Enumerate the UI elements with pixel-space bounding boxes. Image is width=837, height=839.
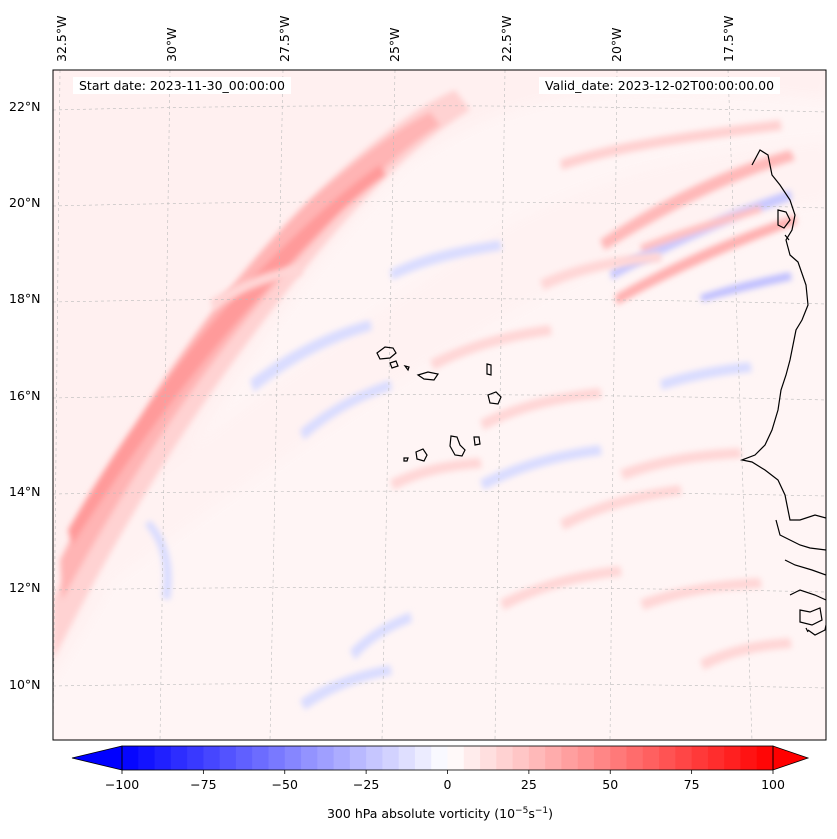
colorbar-step: [252, 746, 270, 770]
colorbar-tick-label: 0: [444, 777, 452, 792]
colorbar-step: [301, 746, 318, 770]
island-maio: [473, 436, 481, 446]
colorbar-tick-label: 100: [761, 777, 785, 792]
colorbar-step: [268, 746, 286, 770]
colorbar-step: [740, 746, 758, 770]
colorbar-step: [219, 746, 237, 770]
colorbar-step: [398, 746, 416, 770]
colorbar-tick-label: 50: [602, 777, 618, 792]
lon-labels: 32.5°W 30°W 27.5°W 25°W 22.5°W 20°W 17.5…: [54, 16, 736, 62]
colorbar-extend-high: [772, 745, 810, 771]
colorbar-label: 300 hPa absolute vorticity (10−5s−1): [0, 806, 837, 821]
colorbar-step: [235, 746, 253, 770]
colorbar-step: [414, 746, 432, 770]
lat-label: 20°N: [9, 195, 41, 210]
colorbar-step: [545, 746, 563, 770]
colorbar-step: [496, 746, 514, 770]
lat-label: 12°N: [9, 580, 41, 595]
colorbar-step: [756, 746, 774, 770]
island-sao-nicolau: [416, 371, 439, 381]
island-brava: [403, 457, 409, 462]
colorbar-step: [561, 746, 579, 770]
colorbar-tick-label: 75: [684, 777, 700, 792]
colorbar-step: [659, 746, 676, 770]
colorbar-step: [333, 746, 351, 770]
colorbar-step: [707, 746, 725, 770]
colorbar-step: [203, 746, 221, 770]
island-sao-vicente: [389, 360, 399, 369]
colorbar-tick-label: 25: [521, 777, 537, 792]
colorbar-step: [382, 746, 400, 770]
island-boa-vista: [487, 391, 502, 405]
lat-label: 18°N: [9, 291, 41, 306]
colorbar-step: [122, 746, 139, 770]
lon-label: 30°W: [164, 27, 179, 62]
lon-label: 27.5°W: [277, 16, 292, 62]
colorbar-step: [447, 746, 465, 770]
colorbar-step: [463, 746, 481, 770]
island-sal: [486, 363, 492, 376]
colorbar-step: [626, 746, 644, 770]
colorbar-step: [187, 746, 204, 770]
map-frame: [52, 69, 827, 741]
colorbar-variable: 300 hPa absolute vorticity: [326, 806, 491, 822]
gridlines: [53, 70, 826, 740]
colorbar-step: [593, 746, 611, 770]
colorbar-tick-label: −100: [105, 777, 139, 792]
colorbar-step: [284, 746, 302, 770]
lat-label: 22°N: [9, 99, 41, 114]
colorbar-step: [138, 746, 156, 770]
lat-label: 16°N: [9, 388, 41, 403]
valid-date-label: Valid_date: 2023-12-02T00:00:00.00: [539, 77, 781, 94]
colorbar-step: [577, 746, 595, 770]
island-santo-antao: [376, 346, 397, 360]
colorbar-tick-label: −50: [272, 777, 298, 792]
africa-coastline: [739, 149, 826, 521]
colorbar: −100 −75 −50 −25 0 25 50 75 100: [71, 745, 810, 792]
colorbar-step: [512, 746, 530, 770]
colorbar-step: [480, 746, 497, 770]
start-date-label: Start date: 2023-11-30_00:00:00: [73, 77, 291, 94]
colorbar-step: [610, 746, 628, 770]
colorbar-step: [154, 746, 172, 770]
colorbar-step: [528, 746, 546, 770]
island-fogo: [415, 448, 428, 462]
colorbar-step: [642, 746, 660, 770]
colorbar-tick-label: −75: [190, 777, 216, 792]
colorbar-step: [366, 746, 384, 770]
lon-label: 20°W: [609, 27, 624, 62]
colorbar-tick-label: −25: [353, 777, 379, 792]
lon-label: 32.5°W: [54, 16, 69, 62]
lat-label: 10°N: [9, 677, 41, 692]
lon-label: 17.5°W: [721, 16, 736, 62]
vorticity-field: [53, 70, 826, 740]
colorbar-extend-low: [71, 745, 123, 771]
lon-label: 25°W: [387, 27, 402, 62]
colorbar-step: [691, 746, 709, 770]
lon-label: 22.5°W: [499, 16, 514, 62]
africa-coast-south: [775, 519, 826, 636]
colorbar-step: [724, 746, 742, 770]
colorbar-steps: [122, 746, 774, 770]
colorbar-step: [170, 746, 188, 770]
colorbar-step: [431, 746, 449, 770]
lat-label: 14°N: [9, 484, 41, 499]
coastlines: [376, 149, 826, 636]
island-santa-luzia: [403, 365, 410, 372]
coast-islands-ne: [777, 209, 791, 241]
island-santiago: [449, 435, 466, 457]
colorbar-step: [675, 746, 693, 770]
lat-labels: 22°N 20°N 18°N 16°N 14°N 12°N 10°N: [9, 99, 41, 692]
colorbar-step: [317, 746, 335, 770]
colorbar-step: [349, 746, 367, 770]
colorbar-units: (10−5s−1): [494, 806, 554, 822]
colorbar-ticks: −100 −75 −50 −25 0 25 50 75 100: [105, 770, 785, 792]
